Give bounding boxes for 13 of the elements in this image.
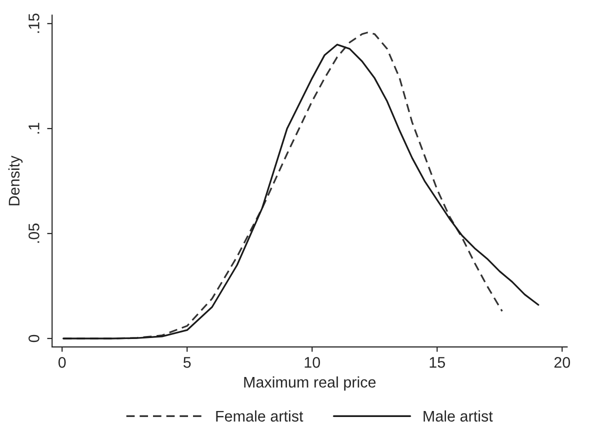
legend-label: Male artist [424, 410, 493, 422]
y-tick-label: .05 [28, 224, 40, 243]
x-tick-label: 15 [430, 357, 445, 368]
y-axis-title: Density [8, 156, 23, 206]
legend-label: Female artist [216, 410, 304, 422]
x-axis-title: Maximum real price [244, 376, 376, 391]
y-tick-label: .1 [28, 122, 40, 134]
x-tick-label: 20 [554, 357, 570, 368]
x-tick-label: 10 [304, 357, 320, 368]
y-tick-label: .15 [28, 14, 40, 33]
x-tick-label: 5 [183, 357, 191, 368]
x-tick-label: 0 [58, 357, 66, 368]
y-tick-label: 0 [28, 334, 40, 342]
